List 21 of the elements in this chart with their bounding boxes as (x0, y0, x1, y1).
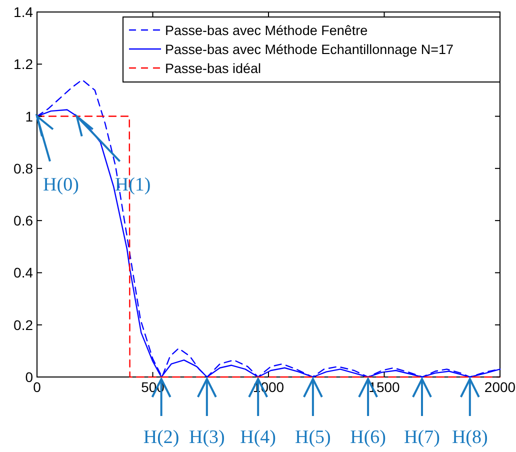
y-tick-label: 1 (25, 108, 34, 124)
y-tick-label: 0 (25, 369, 34, 385)
annotation: H(8) (452, 427, 488, 448)
annotation: H(6) (350, 427, 386, 448)
annotation: H(2) (143, 427, 180, 448)
y-tick-label: 0.6 (14, 212, 34, 229)
x-tick-label: 2000 (484, 379, 516, 395)
annotation: H(7) (404, 427, 440, 448)
annotation: H(3) (188, 427, 225, 448)
y-tick-label: 1.4 (14, 4, 34, 20)
legend-label: Passe-bas avec Méthode Echantillonnage N=17 (165, 42, 454, 57)
y-tick-label: 0.4 (14, 264, 34, 281)
y-tick-label: 0.8 (14, 160, 34, 176)
y-tick-label: 0.2 (14, 316, 34, 333)
annotation: H(4) (240, 427, 276, 448)
y-tick-label: 1.2 (14, 56, 34, 72)
legend-label: Passe-bas idéal (165, 61, 262, 76)
annotation: H(5) (295, 427, 331, 448)
annotation: H(0) (43, 174, 79, 196)
legend-label: Passe-bas avec Méthode Fenêtre (165, 23, 368, 38)
annotation: H(1) (114, 174, 151, 196)
